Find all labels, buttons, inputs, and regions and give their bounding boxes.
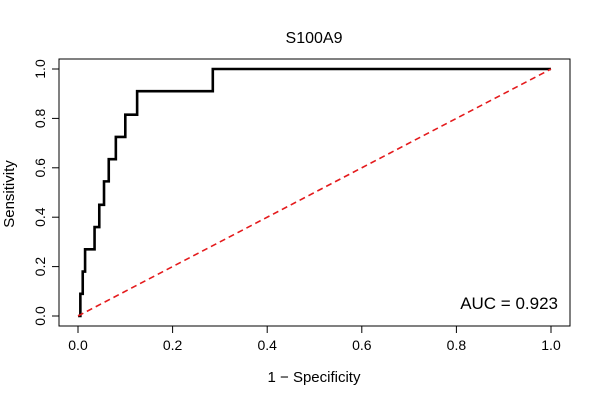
series-line-reference (77, 68, 552, 317)
y-tick-label: 0.4 (32, 207, 48, 227)
auc-annotation: AUC = 0.923 (460, 294, 558, 313)
x-tick-label: 0.8 (447, 337, 467, 353)
x-tick-label: 0.2 (163, 337, 183, 353)
y-tick-label: 1.0 (32, 59, 48, 79)
y-axis: 0.0 0.2 0.4 0.6 0.8 1.0 (32, 59, 59, 326)
y-tick-label: 0.2 (32, 257, 48, 277)
plot-area (58, 58, 571, 327)
x-tick-label: 1.0 (541, 337, 561, 353)
x-tick-label: 0.0 (68, 337, 88, 353)
y-axis-label: Sensitivity (1, 160, 18, 228)
series-line-ROC (78, 67, 551, 318)
y-tick-label: 0.8 (32, 108, 48, 128)
x-tick-label: 0.6 (352, 337, 372, 353)
y-tick-label: 0.6 (32, 158, 48, 178)
y-tick-label: 0.0 (32, 306, 48, 326)
x-axis: 0.0 0.2 0.4 0.6 0.8 1.0 (68, 326, 561, 353)
x-tick-label: 0.4 (257, 337, 277, 353)
x-axis-label: 1 − Specificity (268, 369, 361, 386)
plot-frame (58, 58, 571, 327)
chart-title: S100A9 (286, 30, 343, 47)
